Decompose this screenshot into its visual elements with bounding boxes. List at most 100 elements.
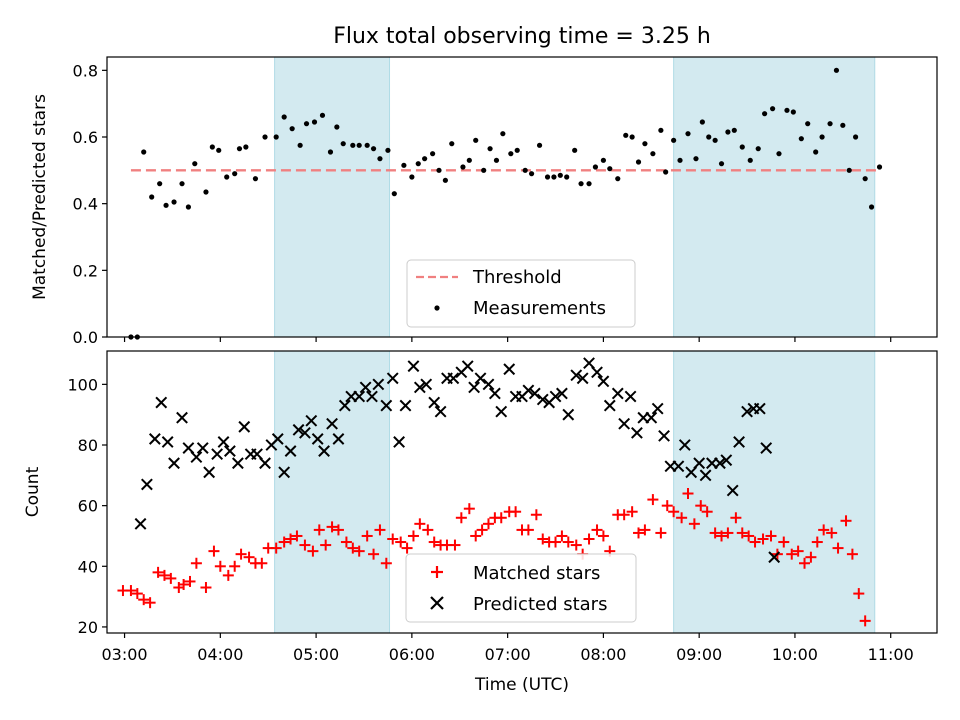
- matched-star-point: [347, 542, 359, 554]
- measurement-point: [192, 161, 198, 167]
- matched-star-point: [570, 539, 582, 551]
- matched-star-point: [229, 560, 241, 572]
- predicted-star-point: [503, 363, 516, 376]
- bottom-axes-frame: [106, 350, 938, 634]
- matched-star-point: [846, 548, 858, 560]
- y-tick-label: 80: [78, 436, 98, 455]
- measurement-point: [615, 176, 621, 182]
- predicted-star-point: [366, 390, 378, 403]
- y-tick-label: 40: [78, 557, 98, 576]
- measurement-point: [163, 202, 169, 208]
- matched-star-point: [235, 548, 247, 560]
- matched-star-point: [701, 506, 713, 518]
- predicted-star-point: [148, 433, 161, 445]
- predicted-star-point: [393, 436, 406, 448]
- matched-star-point: [853, 588, 865, 600]
- measurement-point: [586, 181, 592, 187]
- measurement-point: [289, 126, 295, 132]
- measurement-point: [699, 119, 705, 125]
- predicted-star-point: [428, 396, 441, 409]
- matched-star-point: [618, 509, 630, 521]
- predicted-star-point: [562, 408, 575, 421]
- measurement-point: [209, 144, 215, 150]
- matched-star-point: [178, 578, 190, 590]
- measurement-point: [551, 174, 557, 180]
- measurement-point: [623, 132, 629, 138]
- matched-star-point: [368, 548, 380, 560]
- matched-star-point: [144, 597, 156, 609]
- x-axis-label: Time (UTC): [474, 675, 569, 695]
- matched-star-point: [840, 515, 852, 527]
- matched-star-point: [778, 536, 790, 548]
- measurement-point: [262, 134, 268, 140]
- matched-star-point: [340, 536, 352, 548]
- predicted-star-point: [399, 399, 412, 412]
- predicted-star-point: [603, 399, 616, 412]
- matched-star-point: [597, 530, 609, 542]
- predicted-star-point: [591, 366, 603, 379]
- matched-star-point: [668, 506, 680, 518]
- matched-star-point: [495, 512, 507, 524]
- predicted-star-point: [359, 381, 372, 394]
- top-x-ticks: [123, 337, 892, 342]
- matched-star-point: [214, 560, 226, 572]
- measurement-point: [776, 151, 782, 157]
- matched-star-point: [313, 524, 325, 536]
- matched-star-point: [326, 521, 338, 533]
- x-tick-label: 03:00: [102, 645, 148, 664]
- measurement-point: [436, 167, 442, 173]
- matched-star-point: [556, 530, 568, 542]
- matched-star-point: [285, 533, 297, 545]
- observing-interval-band: [673, 350, 876, 634]
- bottom-legend-box: [405, 553, 637, 623]
- measurement-point: [466, 157, 472, 163]
- predicted-star-point: [760, 442, 773, 454]
- measurement-point: [232, 171, 238, 177]
- matched-star-point: [722, 527, 734, 539]
- measurement-point: [422, 156, 428, 162]
- chart-title: Flux total observing time = 3.25 h: [333, 24, 711, 49]
- x-tick-label: 09:00: [676, 645, 722, 664]
- x-tick-label: 10:00: [772, 645, 818, 664]
- matched-star-point: [380, 557, 392, 569]
- measurement-point: [629, 134, 635, 140]
- measurement-point: [500, 131, 506, 137]
- matched-star-point: [757, 533, 769, 545]
- predicted-star-point: [741, 405, 753, 418]
- measurement-point: [415, 161, 421, 167]
- measurement-point: [236, 146, 243, 152]
- predicted-star-point: [271, 433, 284, 445]
- measurement-point: [725, 129, 731, 135]
- matched-star-point: [387, 533, 399, 545]
- top-axes-frame: [106, 56, 938, 338]
- matched-star-point: [792, 545, 804, 557]
- matched-star-point: [688, 518, 700, 530]
- measurement-point: [635, 159, 642, 165]
- x-tick-label: 04:00: [197, 645, 243, 664]
- y-tick-label: 60: [78, 497, 98, 516]
- predicted-star-point: [536, 393, 549, 406]
- predicted-stars-points: [134, 357, 781, 564]
- measurement-point: [592, 164, 599, 170]
- bottom-y-ticks: 20 40 60 80 100: [67, 375, 107, 637]
- legend-measurements-label: Measurements: [473, 298, 606, 319]
- measurement-point: [171, 199, 177, 205]
- predicted-star-point: [611, 387, 624, 400]
- observing-interval-band: [274, 56, 391, 338]
- measurement-point: [762, 111, 768, 117]
- bottom-legend: Matched stars Predicted stars: [405, 553, 637, 623]
- measurement-point: [578, 181, 584, 187]
- measurement-point: [712, 137, 718, 143]
- predicted-star-point: [305, 414, 318, 427]
- predicted-star-point: [726, 484, 739, 497]
- measurement-point: [185, 204, 192, 210]
- predicted-star-point: [645, 411, 658, 424]
- predicted-star-point: [618, 417, 631, 430]
- measurement-point: [718, 161, 725, 167]
- predicted-star-point: [468, 381, 481, 394]
- matched-star-point: [530, 509, 542, 521]
- matched-star-point: [407, 530, 419, 542]
- measurement-point: [833, 67, 840, 73]
- measurement-point: [650, 151, 656, 157]
- measurement-point: [216, 147, 222, 153]
